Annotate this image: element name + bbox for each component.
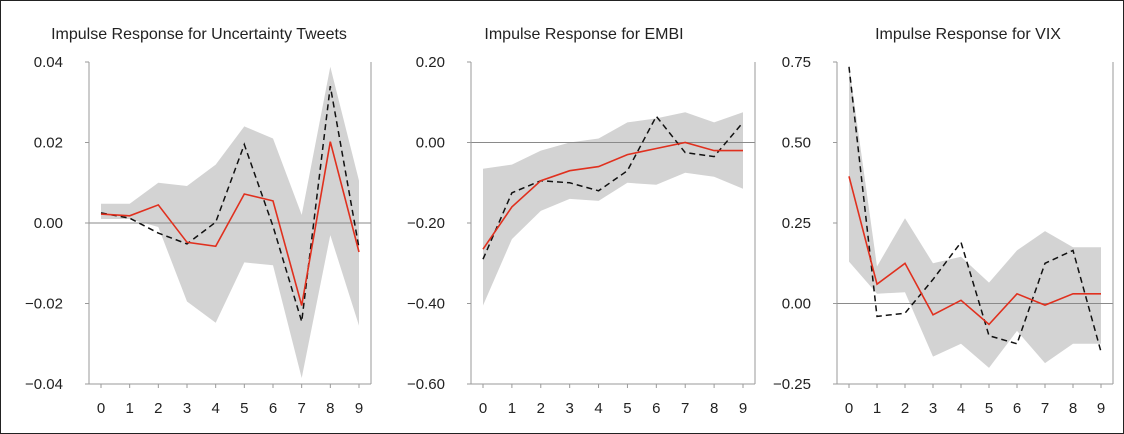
panel-1-xtick-label: 5 (240, 400, 248, 417)
panel-2-response-series (482, 141, 743, 250)
panel-1-ytick-label: −0.02 (25, 296, 63, 313)
panel-1-xtick-label: 6 (269, 400, 277, 417)
panel-1-ytick-label: 0.00 (34, 215, 63, 232)
panel-1-xtick-label: 4 (211, 400, 219, 417)
panel-2-xtick-label: 0 (479, 400, 487, 417)
panel-2-xtick-label: 2 (537, 400, 545, 417)
panel-1-xtick-label: 2 (154, 400, 162, 417)
panel-3-xtick-label: 4 (957, 400, 965, 417)
panel-3-xtick-label: 7 (1041, 400, 1049, 417)
panel-2-xtick-label: 8 (710, 400, 718, 417)
panel-1-xtick-label: 9 (355, 400, 363, 417)
panel-2-xtick-label: 1 (508, 400, 516, 417)
panel-1-response-series (100, 141, 360, 306)
panel-1-xtick-label: 7 (297, 400, 305, 417)
panel-1-xtick-label: 8 (326, 400, 334, 417)
panel-2-dashed-series (482, 114, 744, 260)
panel-1-title: Impulse Response for Uncertainty Tweets (51, 26, 347, 43)
panel-1-ytick-label: 0.02 (34, 135, 63, 152)
panel-1-confidence-band (101, 66, 359, 379)
panel-2-xtick-label: 6 (652, 400, 660, 417)
panel-3-ytick-label: 0.00 (782, 296, 811, 313)
panel-3-response-series (848, 176, 1101, 326)
panel-2-xtick-label: 7 (681, 400, 689, 417)
panel-1-xtick-label: 1 (125, 400, 133, 417)
panel-3-ytick-label: 0.25 (782, 215, 811, 232)
panel-2-ytick-label: −0.40 (407, 296, 445, 313)
panel-2-ytick-label: 0.20 (416, 54, 445, 71)
panel-3-xtick-label: 9 (1097, 400, 1105, 417)
panel-1-dashed-series (100, 85, 360, 322)
panel-2-confidence-band (483, 112, 743, 306)
panel-3-xtick-label: 8 (1069, 400, 1077, 417)
panel-3-xtick-label: 1 (873, 400, 881, 417)
panel-3-xtick-label: 5 (985, 400, 993, 417)
panel-2-xtick-label: 5 (623, 400, 631, 417)
panel-2-xtick-label: 3 (565, 400, 573, 417)
panel-3-xtick-label: 0 (845, 400, 853, 417)
panel-2-ytick-label: 0.00 (416, 135, 445, 152)
panel-3-ytick-label: 0.50 (782, 135, 811, 152)
panel-2-ytick-label: −0.60 (407, 376, 445, 393)
panel-3-dashed-series (848, 66, 1102, 352)
panel-3-xtick-label: 3 (929, 400, 937, 417)
panel-2-xtick-label: 4 (594, 400, 602, 417)
panel-1-ytick-label: 0.04 (34, 54, 63, 71)
panel-3-xtick-label: 2 (901, 400, 909, 417)
panel-3-ytick-label: −0.25 (773, 376, 811, 393)
panel-3-xtick-label: 6 (1013, 400, 1021, 417)
panel-2-xtick-label: 9 (739, 400, 747, 417)
panel-1-xtick-label: 0 (97, 400, 105, 417)
panel-1-xtick-label: 3 (183, 400, 191, 417)
panel-2-title: Impulse Response for EMBI (484, 26, 683, 43)
panel-3-title: Impulse Response for VIX (875, 26, 1061, 43)
panel-3-ytick-label: 0.75 (782, 54, 811, 71)
panel-1-ytick-label: −0.04 (25, 376, 63, 393)
panel-3-confidence-band (849, 65, 1101, 368)
panel-2-ytick-label: −0.20 (407, 215, 445, 232)
